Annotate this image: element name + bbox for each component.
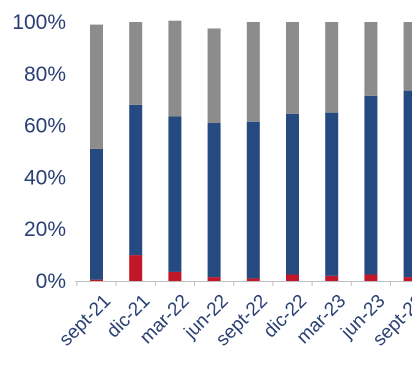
bar-segment-dic-21-series-0	[129, 255, 143, 281]
bar-segment-sept-23-series-0	[403, 277, 412, 281]
bar-segment-dic-21-series-2	[129, 22, 143, 105]
bar-segment-sept-21-series-1	[90, 148, 103, 280]
bar-segment-jun-23-series-2	[364, 22, 378, 96]
bar-segment-mar-23-series-2	[325, 22, 339, 113]
bar-segment-sept-23-series-2	[403, 22, 412, 91]
bar-segment-mar-23-series-1	[325, 112, 339, 276]
bar-segment-jun-22-series-0	[207, 277, 221, 281]
bar-segment-mar-23-series-0	[325, 275, 339, 281]
bar-segment-dic-21-series-1	[129, 104, 143, 256]
bar-segment-dic-22-series-1	[286, 113, 299, 275]
bar-segment-sept-22-series-0	[246, 278, 260, 281]
bar-segment-jun-23-series-1	[364, 95, 378, 275]
bar-segment-mar-22-series-2	[168, 20, 182, 117]
bar-segment-mar-22-series-0	[168, 271, 182, 281]
bar-segment-sept-21-series-0	[90, 279, 103, 281]
y-tick-label: 80%	[24, 63, 66, 86]
x-tick-label: sept-21	[55, 291, 115, 351]
y-tick-label: 60%	[24, 115, 66, 138]
bar-segment-dic-22-series-2	[286, 22, 299, 114]
bar-segment-sept-23-series-1	[403, 90, 412, 278]
bar-segment-jun-22-series-2	[207, 28, 221, 123]
bar-segment-jun-22-series-1	[207, 123, 221, 278]
y-tick-label: 40%	[24, 166, 66, 189]
y-tick-label: 0%	[36, 270, 66, 293]
bar-segment-mar-22-series-1	[168, 116, 182, 272]
bar-segment-sept-21-series-2	[90, 24, 103, 149]
y-tick-label: 20%	[24, 218, 66, 241]
y-tick-label: 100%	[12, 11, 66, 34]
bars-layer	[90, 20, 412, 281]
bar-segment-sept-22-series-1	[246, 121, 260, 279]
bar-segment-sept-22-series-2	[246, 22, 260, 122]
bar-segment-jun-23-series-0	[364, 274, 378, 281]
bar-segment-dic-22-series-0	[286, 274, 299, 281]
